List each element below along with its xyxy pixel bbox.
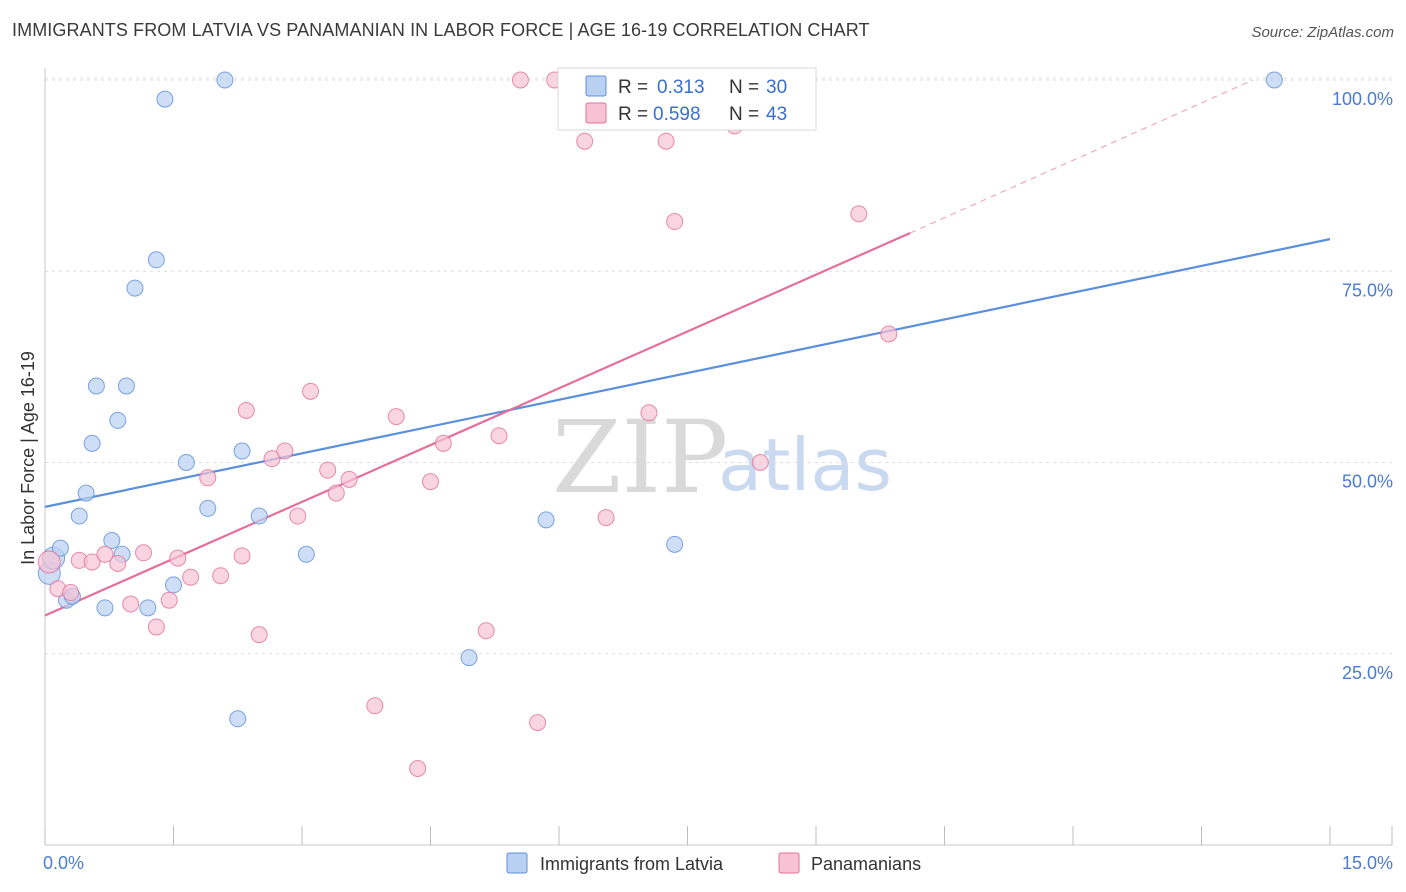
point-panamanians	[576, 132, 594, 150]
point-panamanians	[597, 509, 615, 527]
point-panamanians	[237, 401, 255, 419]
watermark-atlas: atlas	[718, 423, 892, 507]
point-latvia	[177, 454, 195, 471]
point-latvia	[126, 279, 144, 297]
point-panamanians	[276, 442, 294, 460]
point-panamanians	[529, 714, 547, 732]
x-tick-label: 15.0%	[1342, 853, 1393, 873]
point-latvia	[147, 251, 165, 269]
point-panamanians	[477, 622, 495, 640]
point-panamanians	[302, 382, 320, 400]
legend-r-value-latvia: 0.313	[657, 77, 705, 98]
y-tick-label: 25.0%	[1342, 663, 1393, 683]
point-latvia	[199, 499, 217, 517]
legend-swatch-latvia	[585, 75, 607, 97]
point-panamanians	[640, 404, 658, 422]
point-panamanians	[289, 507, 307, 525]
point-latvia	[1265, 71, 1283, 89]
point-latvia	[250, 507, 268, 525]
point-panamanians	[83, 553, 101, 571]
point-latvia	[156, 90, 174, 108]
legend-n-value-panamanians: 43	[766, 104, 787, 125]
point-panamanians	[182, 568, 200, 586]
bottom-legend-label-panamanians: Panamanians	[811, 854, 921, 874]
point-latvia	[96, 599, 114, 617]
point-latvia	[139, 599, 157, 617]
point-panamanians	[490, 427, 508, 445]
trend-lines	[44, 79, 1331, 617]
y-axis-label: In Labor Force | Age 16-19	[18, 351, 38, 565]
point-latvia	[117, 377, 135, 395]
point-latvia	[103, 532, 121, 550]
legend-n-label-latvia: N =	[729, 77, 759, 98]
point-panamanians	[511, 71, 529, 89]
point-panamanians	[327, 484, 345, 502]
y-tick-label: 50.0%	[1342, 472, 1393, 492]
legend-n-value-latvia: 30	[766, 77, 787, 98]
legend-r-value-panamanians: 0.598	[653, 104, 701, 125]
legend-swatch-panamanians	[585, 102, 607, 124]
point-panamanians	[109, 554, 127, 572]
point-panamanians	[366, 697, 384, 715]
point-latvia	[460, 649, 478, 667]
trend-line-panamanians-extension	[909, 79, 1254, 234]
trend-line-panamanians	[44, 231, 911, 617]
bottom-legend-swatch-latvia	[506, 852, 528, 874]
legend-box: R = 0.313 N = 30 R = 0.598 N = 43	[557, 67, 817, 131]
watermark-zip: ZIP	[552, 399, 728, 516]
point-latvia	[229, 710, 247, 728]
point-panamanians	[233, 547, 251, 565]
point-panamanians	[135, 544, 153, 562]
point-panamanians	[160, 591, 178, 609]
point-panamanians	[199, 469, 217, 487]
point-panamanians	[263, 450, 281, 468]
point-latvia	[87, 377, 105, 395]
point-latvia	[70, 507, 88, 525]
point-panamanians	[169, 549, 187, 567]
point-panamanians	[387, 408, 405, 426]
bottom-legend: Immigrants from Latvia Panamanians	[506, 852, 921, 874]
point-panamanians	[340, 470, 358, 488]
point-panamanians	[409, 760, 427, 777]
point-panamanians	[751, 454, 769, 471]
trend-line-latvia	[44, 238, 1331, 508]
point-latvia	[165, 576, 182, 594]
legend-r-label-panamanians: R =	[618, 104, 648, 125]
chart-title: IMMIGRANTS FROM LATVIA VS PANAMANIAN IN …	[12, 20, 870, 40]
bottom-legend-label-latvia: Immigrants from Latvia	[540, 854, 724, 874]
point-latvia	[297, 545, 315, 563]
point-latvia	[77, 484, 95, 502]
point-panamanians	[880, 325, 898, 343]
point-panamanians	[434, 434, 452, 452]
point-panamanians	[147, 618, 165, 636]
axes: 25.0% 50.0% 75.0% 100.0% 0.0% 15.0%	[43, 68, 1393, 873]
point-panamanians	[657, 132, 675, 150]
chart-source: Source: ZipAtlas.com	[1251, 24, 1394, 41]
point-panamanians	[96, 545, 114, 563]
data-points	[37, 71, 1283, 777]
point-latvia	[233, 442, 251, 460]
point-panamanians	[666, 213, 684, 231]
point-panamanians	[62, 584, 80, 602]
legend-r-label-latvia: R =	[618, 77, 648, 98]
point-panamanians	[319, 461, 337, 479]
point-panamanians	[422, 473, 439, 491]
point-latvia	[666, 535, 684, 553]
point-latvia	[216, 71, 234, 89]
point-panamanians	[850, 205, 868, 223]
point-latvia	[51, 539, 69, 557]
legend-n-label-panamanians: N =	[729, 104, 759, 125]
point-panamanians	[250, 626, 268, 644]
point-latvia	[537, 511, 555, 529]
point-panamanians	[37, 550, 61, 574]
y-tick-label: 100.0%	[1332, 89, 1393, 109]
point-latvia	[83, 434, 101, 452]
y-tick-label: 75.0%	[1342, 280, 1393, 300]
point-panamanians	[212, 567, 230, 585]
x-tick-label: 0.0%	[43, 853, 84, 873]
point-latvia	[109, 411, 127, 429]
point-panamanians	[122, 595, 140, 613]
bottom-legend-swatch-panamanians	[778, 852, 800, 874]
